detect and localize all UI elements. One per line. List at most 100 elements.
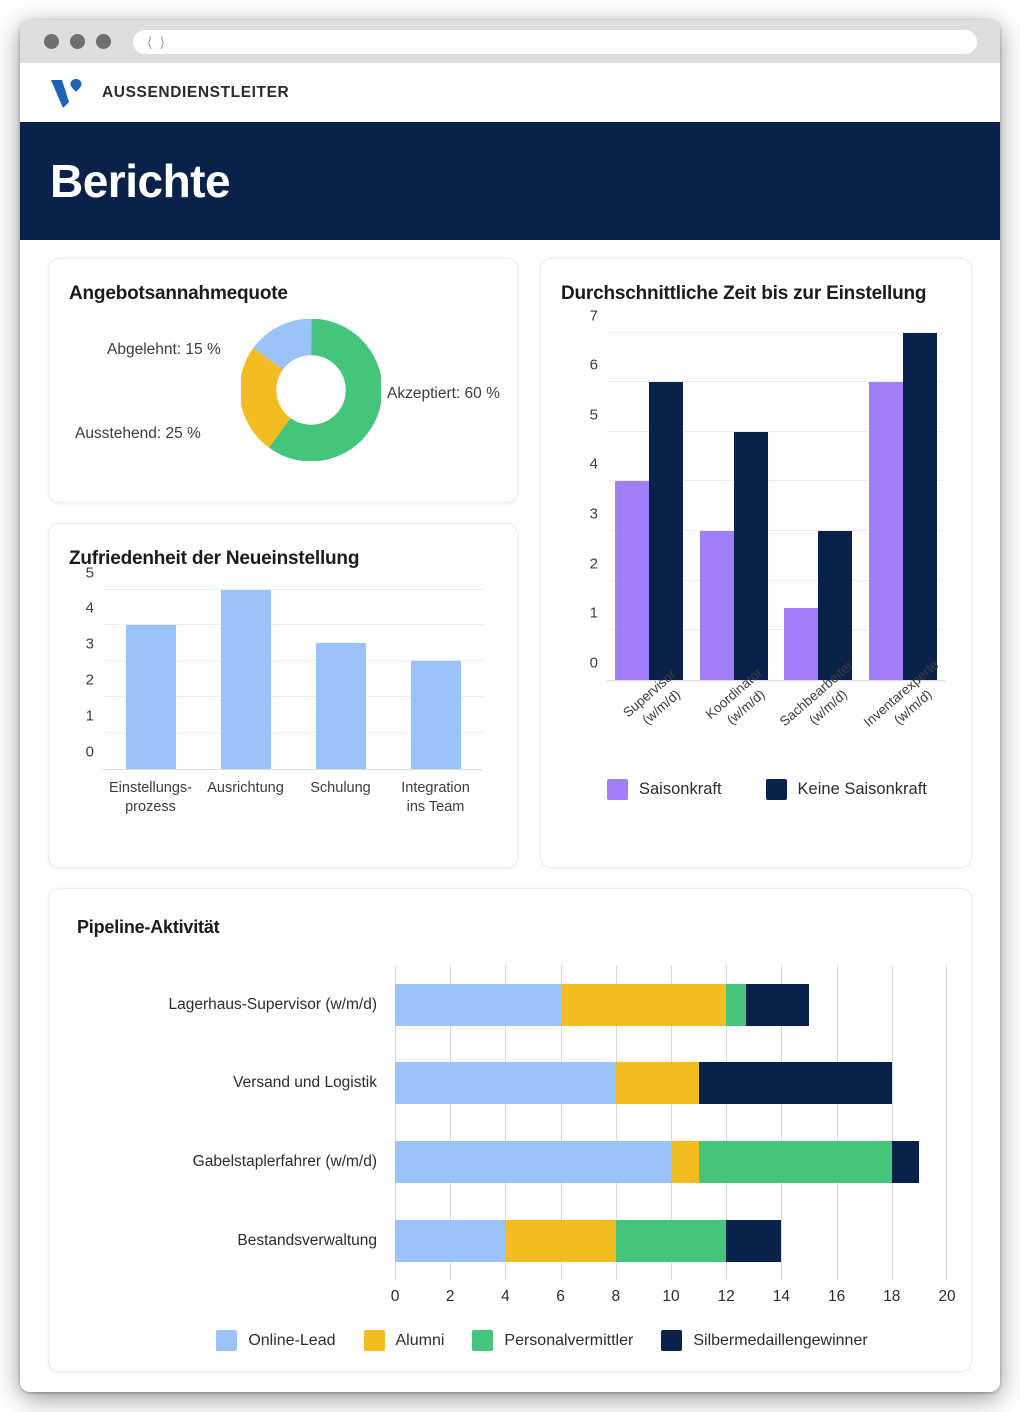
v-logo-icon [51,78,82,108]
pipeline-ylabel-3: Bestandsverwaltung [237,1231,377,1249]
pipeline-seg-alumni [615,1062,699,1105]
satisfaction-card: Zufriedenheit der Neueinstellung 5 4 3 2… [48,523,518,868]
pipeline-seg-personalvermittler [698,1140,892,1183]
pipeline-xtick-2: 2 [445,1288,455,1305]
tth-bar-inventarexperte-nonseasonal [902,332,937,680]
pipeline-xtick-20: 20 [938,1288,956,1305]
satisfaction-xlabel-3-line2: ins Team [406,799,465,816]
tth-ytick-6: 6 [589,356,598,374]
tth-bar-inventarexperte-seasonal [868,382,903,680]
tth-legend-label-seasonal: Saisonkraft [639,779,722,798]
tth-bar-sachbearbeiter-seasonal [784,607,819,680]
pipeline-legend-label-silbermedaillengewinner: Silbermedaillengewinner [693,1331,868,1349]
pipeline-legend-label-alumni: Alumni [395,1331,445,1349]
satisfaction-ytick-1: 1 [85,707,94,725]
satisfaction-bar-einstellungsprozess [125,625,176,769]
pipeline-seg-online-lead [395,1219,506,1262]
donut-svg [241,318,381,461]
satisfaction-x-axis-labels: Einstellungs- prozess Ausrichtung Schulu… [103,779,483,818]
pipeline-row-lagerhaus-supervisor [395,983,947,1026]
tth-legend-item-nonseasonal[interactable]: Keine Saisonkraft [765,778,927,800]
pipeline-xtick-6: 6 [556,1288,565,1305]
address-bar[interactable]: ⟨ ⟩ [133,29,977,54]
time-to-hire-bars [607,332,945,680]
pipeline-row-bestandsverwaltung [395,1219,947,1262]
satisfaction-xlabel-2-line1: Schulung [310,779,371,796]
maximize-window-button[interactable] [96,34,111,49]
satisfaction-xlabel-1: Ausrichtung [198,779,293,818]
satisfaction-xlabel-3-line1: Integration [401,779,470,796]
offer-acceptance-donut-chart: Abgelehnt: 15 % Ausstehend: 25 % Akzepti… [69,318,500,479]
traffic-light-buttons[interactable] [44,34,111,49]
pipeline-chart: Lagerhaus-Supervisor (w/m/d) Versand und… [77,965,956,1322]
pipeline-legend-item-silbermedaillengewinner[interactable]: Silbermedaillengewinner [661,1330,868,1351]
donut-slice-accepted [241,318,381,461]
pipeline-xtick-10: 10 [662,1288,680,1305]
satisfaction-ytick-5: 5 [85,564,94,582]
pipeline-seg-online-lead [395,1062,616,1105]
tth-bar-supervisor-seasonal [615,481,650,680]
chevron-right-icon[interactable]: ⟩ [159,33,165,50]
satisfaction-xlabel-1-line1: Ausrichtung [207,779,284,796]
donut-label-pending: Ausstehend: 25 % [75,424,201,442]
offer-acceptance-card: Angebotsannahmequote Abgelehnt: 15 % Aus… [48,258,518,503]
pipeline-ylabel-2: Gabelstaplerfahrer (w/m/d) [192,1152,377,1170]
pipeline-xtick-12: 12 [717,1288,735,1305]
pipeline-seg-personalvermittler [726,983,746,1026]
satisfaction-xlabel-0: Einstellungs- prozess [103,779,198,818]
satisfaction-xlabel-0-line1: Einstellungs- [108,779,192,796]
pipeline-legend-item-alumni[interactable]: Alumni [363,1330,445,1351]
pipeline-plot-area: 0 2 4 6 8 10 12 14 16 18 20 [391,965,956,1322]
minimize-window-button[interactable] [70,34,85,49]
page-title-band: Berichte [20,122,1000,240]
tth-bar-sachbearbeiter-nonseasonal [818,530,853,680]
dashboard-top-row: Angebotsannahmequote Abgelehnt: 15 % Aus… [48,258,972,868]
satisfaction-bars [103,589,483,769]
tth-ytick-2: 2 [589,555,598,573]
pipeline-title: Pipeline-Aktivität [77,917,220,937]
offer-acceptance-title: Angebotsannahmequote [69,283,288,304]
pipeline-xtick-8: 8 [611,1288,621,1305]
pipeline-xtick-14: 14 [772,1288,791,1305]
tth-ytick-1: 1 [589,604,598,622]
satisfaction-bar-chart: 5 4 3 2 1 0 [86,564,483,770]
browser-titlebar: ⟨ ⟩ [20,20,1000,63]
page-title: Berichte [50,155,231,207]
dashboard-left-column: Angebotsannahmequote Abgelehnt: 15 % Aus… [48,258,518,868]
pipeline-xtick-18: 18 [883,1288,901,1305]
satisfaction-bar-ausrichtung [220,589,271,769]
pipeline-legend-item-online-lead[interactable]: Online-Lead [216,1330,336,1351]
pipeline-legend-item-personalvermittler[interactable]: Personalvermittler [472,1330,633,1351]
satisfaction-ytick-0: 0 [85,743,94,761]
satisfaction-xlabel-0-line2: prozess [125,799,176,816]
tth-bar-koordinator-seasonal [699,530,734,680]
brand-title: AUSSENDIENSTLEITER [102,83,290,101]
pipeline-seg-silbermedaillengewinner [726,1219,782,1262]
satisfaction-ytick-4: 4 [85,599,94,617]
time-to-hire-title: Durchschnittliche Zeit bis zur Einstellu… [561,283,927,304]
pipeline-legend-swatch-online-lead [216,1330,238,1351]
pipeline-seg-silbermedaillengewinner [698,1062,892,1105]
pipeline-xtick-16: 16 [827,1288,846,1305]
tth-ytick-3: 3 [589,505,598,523]
pipeline-x-axis: 0 2 4 6 8 10 12 14 16 18 20 [391,1288,956,1308]
pipeline-legend-label-online-lead: Online-Lead [248,1331,336,1349]
tth-ytick-0: 0 [589,654,598,672]
tth-bar-koordinator-nonseasonal [733,431,768,680]
tth-ytick-4: 4 [589,455,598,473]
satisfaction-xlabel-3: Integration ins Team [388,779,483,818]
tth-legend-swatch-seasonal [607,778,628,800]
pipeline-ylabel-1: Versand und Logistik [233,1074,377,1092]
pipeline-y-axis-labels: Lagerhaus-Supervisor (w/m/d) Versand und… [77,965,395,1322]
pipeline-seg-silbermedaillengewinner [891,1140,920,1183]
pipeline-seg-alumni [560,983,727,1026]
tth-legend-label-nonseasonal: Keine Saisonkraft [797,779,927,798]
donut-slice-rejected [241,318,381,461]
pipeline-ylabel-0: Lagerhaus-Supervisor (w/m/d) [168,995,377,1013]
tth-legend-item-seasonal[interactable]: Saisonkraft [607,778,722,800]
pipeline-row-gabelstaplerfahrer [395,1140,947,1183]
satisfaction-title: Zufriedenheit der Neueinstellung [69,548,360,569]
pipeline-seg-alumni [671,1140,699,1183]
close-window-button[interactable] [44,34,59,49]
chevron-left-icon[interactable]: ⟨ [147,33,153,50]
